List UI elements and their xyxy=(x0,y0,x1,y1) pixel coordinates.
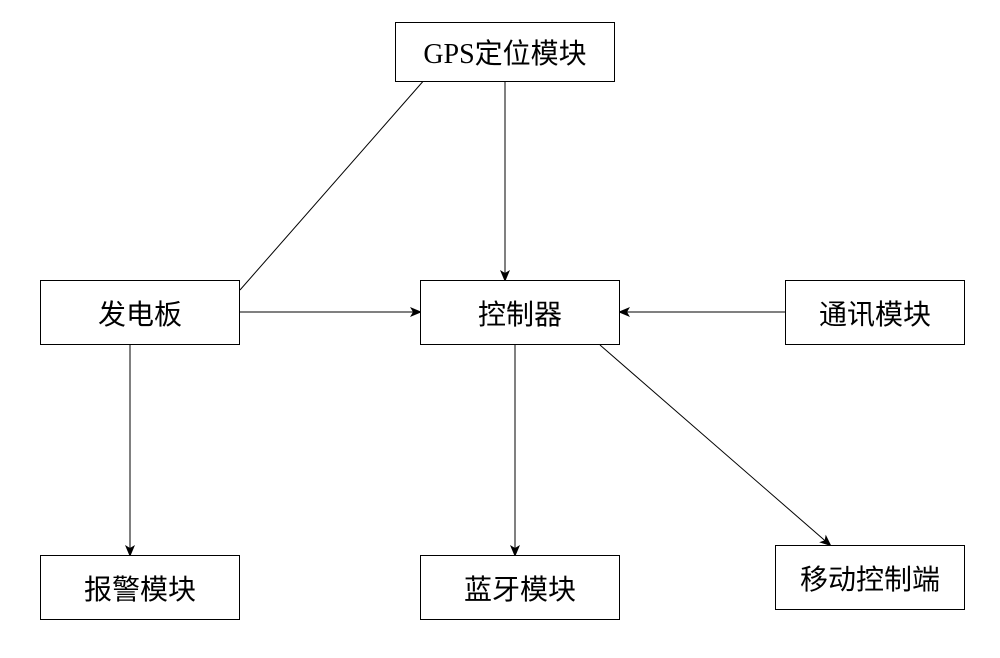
node-gps: GPS定位模块 xyxy=(395,22,615,82)
node-communication-label: 通讯模块 xyxy=(819,293,931,333)
node-generator-panel: 发电板 xyxy=(40,280,240,345)
node-bluetooth-label: 蓝牙模块 xyxy=(464,568,576,608)
edge xyxy=(240,62,440,290)
node-controller: 控制器 xyxy=(420,280,620,345)
node-generator-label: 发电板 xyxy=(98,293,182,333)
diagram-canvas: GPS定位模块 发电板 控制器 通讯模块 报警模块 蓝牙模块 移动控制端 xyxy=(0,0,1000,658)
node-mobile-label: 移动控制端 xyxy=(800,558,940,598)
node-gps-label: GPS定位模块 xyxy=(423,32,586,72)
node-alarm-label: 报警模块 xyxy=(84,568,196,608)
node-mobile-control: 移动控制端 xyxy=(775,545,965,610)
node-controller-label: 控制器 xyxy=(478,293,562,333)
edge xyxy=(600,345,830,545)
node-bluetooth-module: 蓝牙模块 xyxy=(420,555,620,620)
node-alarm-module: 报警模块 xyxy=(40,555,240,620)
node-communication-module: 通讯模块 xyxy=(785,280,965,345)
